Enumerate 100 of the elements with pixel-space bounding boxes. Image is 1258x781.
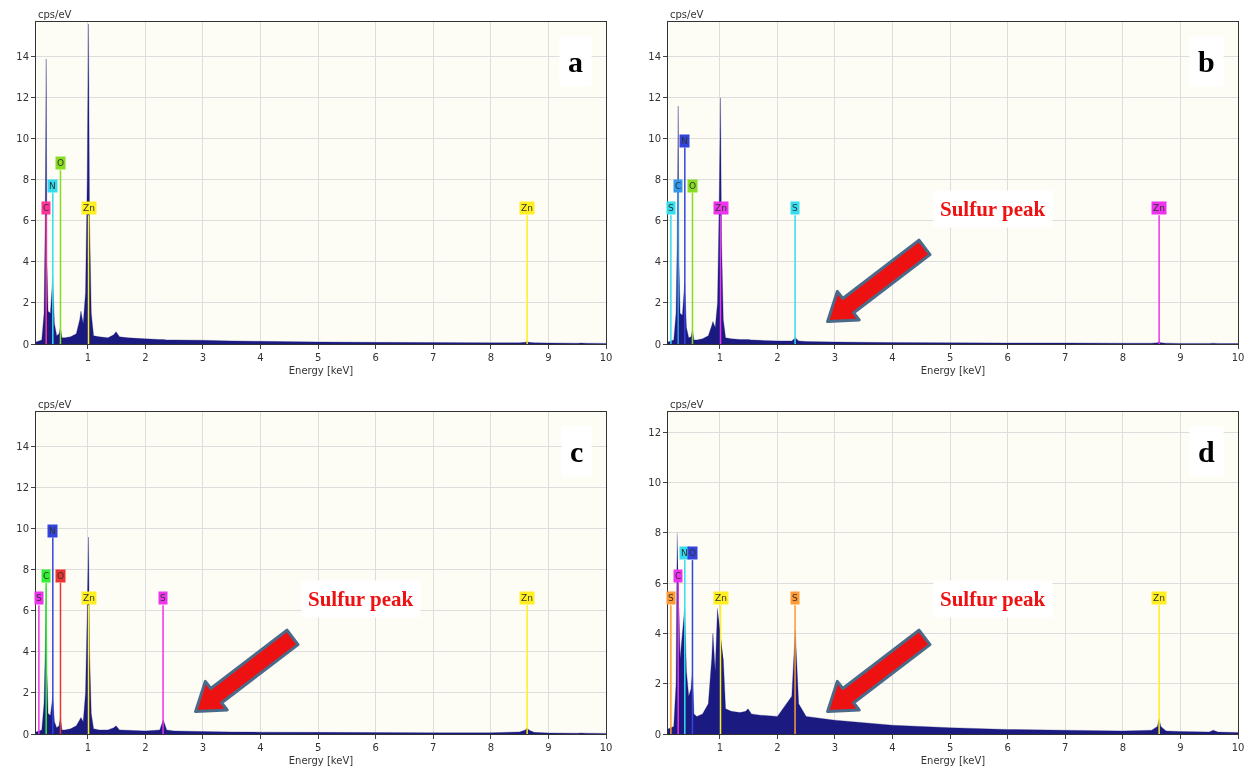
x-tick-label: 4 — [889, 352, 896, 363]
x-tick-label: 8 — [487, 742, 495, 753]
y-axis-title: cps/eV — [670, 9, 704, 20]
y-tick-label: 8 — [654, 174, 661, 186]
ref-line-label: S — [36, 593, 42, 603]
ref-line-label: C — [43, 571, 50, 581]
y-tick-label: 2 — [654, 297, 661, 309]
x-axis-title: Energy [keV] — [920, 754, 986, 766]
ref-line-label: Zn — [1153, 593, 1165, 603]
x-tick-label: 3 — [199, 742, 207, 753]
x-axis-title: Energy [keV] — [920, 364, 986, 376]
x-tick-label: 9 — [545, 352, 552, 363]
ref-line-label: C — [675, 571, 682, 581]
y-tick-label: 6 — [654, 577, 661, 589]
x-axis-title: Energy [keV] — [288, 754, 354, 766]
y-tick-label: 12 — [16, 482, 29, 494]
y-tick-label: 4 — [22, 646, 29, 658]
text: a — [568, 45, 583, 78]
ref-line-label: Zn — [1153, 203, 1165, 213]
y-tick-label: 2 — [22, 297, 29, 309]
x-tick-label: 10 — [599, 352, 613, 363]
text: b — [1198, 45, 1215, 78]
y-axis-title: cps/eV — [670, 399, 704, 410]
ref-line-label: Zn — [715, 203, 727, 213]
x-tick-label: 4 — [889, 742, 896, 753]
y-tick-label: 6 — [654, 215, 661, 227]
ref-line-label: N — [49, 181, 56, 191]
ref-line-label: O — [689, 181, 697, 191]
x-tick-label: 8 — [1119, 742, 1127, 753]
x-tick-label: 5 — [946, 352, 954, 363]
ref-line-label: S — [160, 593, 166, 603]
ref-line-label: S — [792, 203, 798, 213]
y-tick-label: 2 — [654, 678, 661, 690]
y-axis-title: cps/eV — [38, 399, 72, 410]
annotation: Sulfur peak — [940, 587, 1046, 611]
x-tick-label: 3 — [831, 352, 839, 363]
y-tick-label: 0 — [22, 338, 29, 350]
y-tick-label: 10 — [16, 133, 29, 145]
x-tick-label: 1 — [716, 352, 724, 363]
y-tick-label: 8 — [22, 174, 29, 186]
x-tick-label: 10 — [1231, 742, 1245, 753]
ref-line-label: Zn — [521, 593, 533, 603]
ref-line-label: Zn — [83, 593, 95, 603]
x-tick-label: 6 — [1004, 742, 1011, 753]
y-tick-label: 4 — [654, 627, 661, 639]
x-tick-label: 4 — [257, 742, 264, 753]
ref-line-label: Zn — [715, 593, 727, 603]
x-tick-label: 1 — [716, 742, 724, 753]
ref-line-label: S — [668, 203, 674, 213]
x-tick-label: 5 — [314, 352, 322, 363]
ref-line-label: O — [57, 571, 65, 581]
x-tick-label: 6 — [372, 742, 379, 753]
x-tick-label: 2 — [774, 352, 781, 363]
y-tick-label: 14 — [16, 51, 29, 63]
x-tick-label: 9 — [1177, 352, 1184, 363]
y-tick-label: 4 — [654, 256, 661, 268]
x-tick-label: 5 — [946, 742, 954, 753]
x-tick-label: 3 — [199, 352, 207, 363]
x-tick-label: 5 — [314, 742, 322, 753]
x-axis-title: Energy [keV] — [288, 364, 354, 376]
x-tick-label: 8 — [487, 352, 495, 363]
ref-line-label: O — [689, 548, 697, 558]
ref-line-label: N — [681, 136, 688, 146]
y-tick-label: 4 — [22, 256, 29, 268]
x-tick-label: 6 — [372, 352, 379, 363]
y-tick-label: 14 — [16, 441, 29, 453]
ref-line-label: N — [49, 526, 56, 536]
y-tick-label: 8 — [654, 527, 661, 539]
x-tick-label: 10 — [1231, 352, 1245, 363]
y-tick-label: 10 — [648, 133, 661, 145]
x-tick-label: 4 — [257, 352, 264, 363]
x-tick-label: 8 — [1119, 352, 1127, 363]
y-tick-label: 0 — [22, 728, 29, 740]
x-tick-label: 7 — [1062, 352, 1069, 363]
y-tick-label: 6 — [22, 215, 29, 227]
y-tick-label: 2 — [22, 687, 29, 699]
ref-line-label: C — [43, 203, 50, 213]
x-tick-label: 6 — [1004, 352, 1011, 363]
x-tick-label: 10 — [599, 742, 613, 753]
text: c — [570, 435, 584, 468]
y-tick-label: 12 — [648, 92, 661, 104]
ref-line-label: Zn — [83, 203, 95, 213]
x-tick-label: 1 — [84, 742, 92, 753]
annotation: Sulfur peak — [940, 197, 1046, 221]
y-tick-label: 12 — [648, 426, 661, 438]
x-tick-label: 2 — [142, 742, 149, 753]
y-tick-label: 10 — [648, 476, 661, 488]
y-tick-label: 12 — [16, 92, 29, 104]
ref-line-label: N — [681, 548, 688, 558]
x-tick-label: 2 — [774, 742, 781, 753]
y-tick-label: 10 — [16, 523, 29, 535]
y-tick-label: 14 — [648, 51, 661, 63]
y-tick-label: 8 — [22, 564, 29, 576]
annotation: Sulfur peak — [308, 587, 414, 611]
x-tick-label: 1 — [84, 352, 92, 363]
y-tick-label: 0 — [654, 338, 661, 350]
y-tick-label: 0 — [654, 728, 661, 740]
ref-line-label: S — [668, 593, 674, 603]
x-tick-label: 7 — [430, 352, 437, 363]
x-tick-label: 7 — [1062, 742, 1069, 753]
